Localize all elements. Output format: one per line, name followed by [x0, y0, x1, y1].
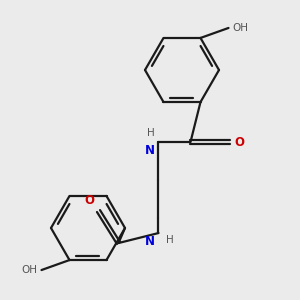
- Text: O: O: [235, 136, 244, 148]
- Text: N: N: [145, 144, 154, 157]
- Text: N: N: [145, 235, 154, 248]
- Text: H: H: [147, 128, 154, 138]
- Text: OH: OH: [232, 23, 248, 33]
- Text: H: H: [167, 235, 174, 245]
- Text: O: O: [85, 194, 94, 207]
- Text: OH: OH: [22, 265, 38, 275]
